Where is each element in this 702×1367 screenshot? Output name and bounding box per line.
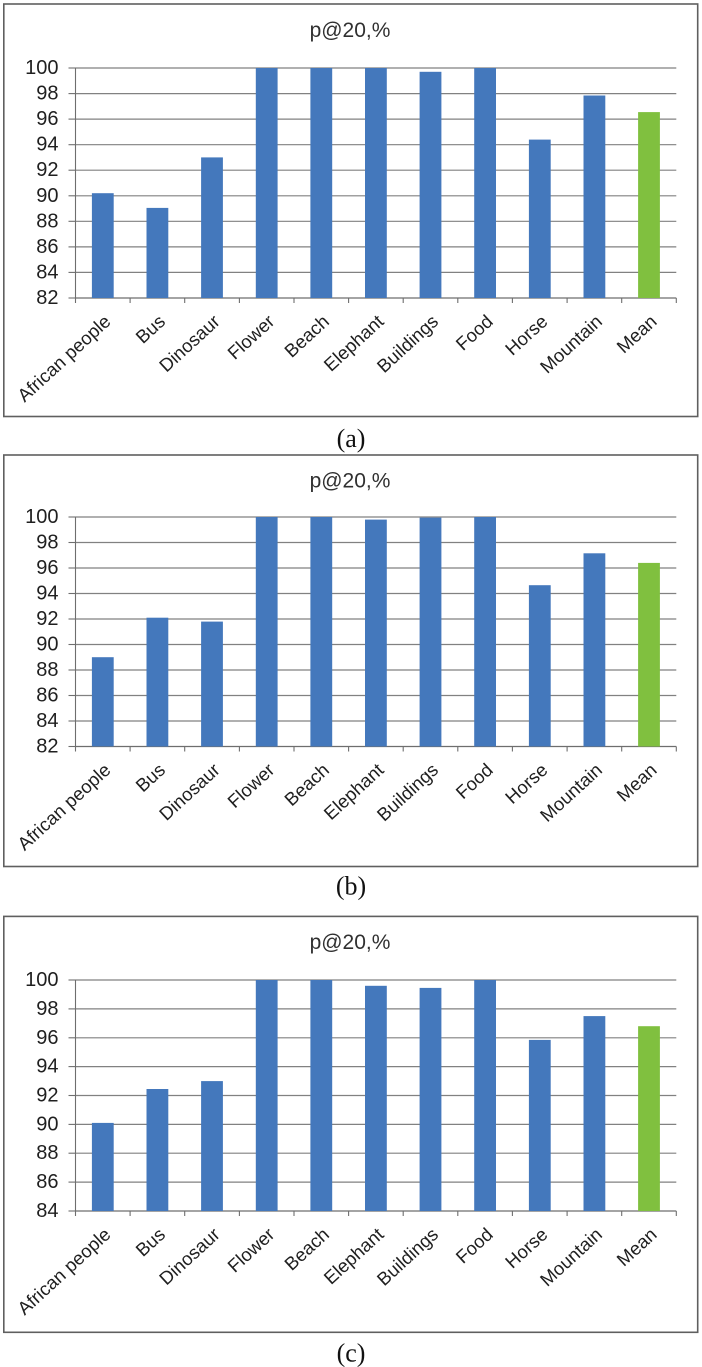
- svg-text:p@20,%: p@20,%: [310, 470, 391, 493]
- svg-text:(a): (a): [337, 424, 366, 453]
- svg-text:100: 100: [25, 57, 58, 79]
- svg-text:88: 88: [36, 210, 58, 232]
- svg-text:African people: African people: [13, 1223, 114, 1318]
- svg-text:92: 92: [36, 608, 58, 630]
- svg-text:96: 96: [36, 108, 58, 130]
- svg-text:84: 84: [36, 261, 58, 283]
- svg-text:(b): (b): [336, 872, 366, 901]
- svg-text:Horse: Horse: [501, 1223, 552, 1272]
- svg-text:p@20,%: p@20,%: [310, 931, 391, 954]
- svg-text:African people: African people: [13, 759, 114, 854]
- svg-text:African people: African people: [13, 310, 114, 405]
- svg-text:Horse: Horse: [501, 310, 552, 359]
- svg-text:86: 86: [36, 1171, 58, 1193]
- svg-text:Mean: Mean: [612, 759, 660, 806]
- svg-text:Flower: Flower: [223, 1223, 278, 1276]
- svg-text:(c): (c): [337, 1339, 366, 1367]
- svg-text:Flower: Flower: [223, 759, 278, 812]
- svg-text:Bus: Bus: [131, 1223, 169, 1260]
- svg-text:94: 94: [36, 1056, 58, 1078]
- svg-text:96: 96: [36, 557, 58, 579]
- svg-text:Buildings: Buildings: [373, 310, 443, 376]
- svg-text:82: 82: [36, 287, 58, 309]
- svg-text:Food: Food: [452, 759, 497, 803]
- svg-text:86: 86: [36, 236, 58, 258]
- svg-text:Food: Food: [452, 310, 497, 354]
- svg-text:98: 98: [36, 83, 58, 105]
- svg-text:84: 84: [36, 710, 58, 732]
- svg-text:96: 96: [36, 1027, 58, 1049]
- svg-text:82: 82: [36, 736, 58, 758]
- svg-text:p@20,%: p@20,%: [310, 19, 391, 42]
- svg-text:90: 90: [36, 634, 58, 656]
- svg-text:92: 92: [36, 159, 58, 181]
- svg-text:98: 98: [36, 532, 58, 554]
- svg-text:90: 90: [36, 1113, 58, 1135]
- svg-text:92: 92: [36, 1085, 58, 1107]
- svg-text:Buildings: Buildings: [373, 759, 443, 825]
- svg-text:100: 100: [25, 969, 58, 991]
- svg-text:94: 94: [36, 134, 58, 156]
- svg-text:90: 90: [36, 185, 58, 207]
- svg-text:Bus: Bus: [131, 759, 169, 796]
- svg-text:Dinosaur: Dinosaur: [155, 1223, 224, 1289]
- svg-text:Bus: Bus: [131, 310, 169, 347]
- svg-text:Food: Food: [452, 1223, 497, 1267]
- svg-text:Mean: Mean: [612, 1223, 660, 1270]
- svg-text:88: 88: [36, 659, 58, 681]
- svg-text:98: 98: [36, 998, 58, 1020]
- svg-text:Flower: Flower: [223, 310, 278, 363]
- svg-text:Buildings: Buildings: [373, 1223, 443, 1289]
- svg-text:88: 88: [36, 1142, 58, 1164]
- svg-text:84: 84: [36, 1200, 58, 1222]
- svg-text:86: 86: [36, 685, 58, 707]
- svg-text:Dinosaur: Dinosaur: [155, 310, 224, 376]
- svg-text:Horse: Horse: [501, 759, 552, 808]
- svg-text:Mean: Mean: [612, 310, 660, 357]
- svg-text:Dinosaur: Dinosaur: [155, 759, 224, 825]
- svg-text:100: 100: [25, 506, 58, 528]
- svg-text:94: 94: [36, 583, 58, 605]
